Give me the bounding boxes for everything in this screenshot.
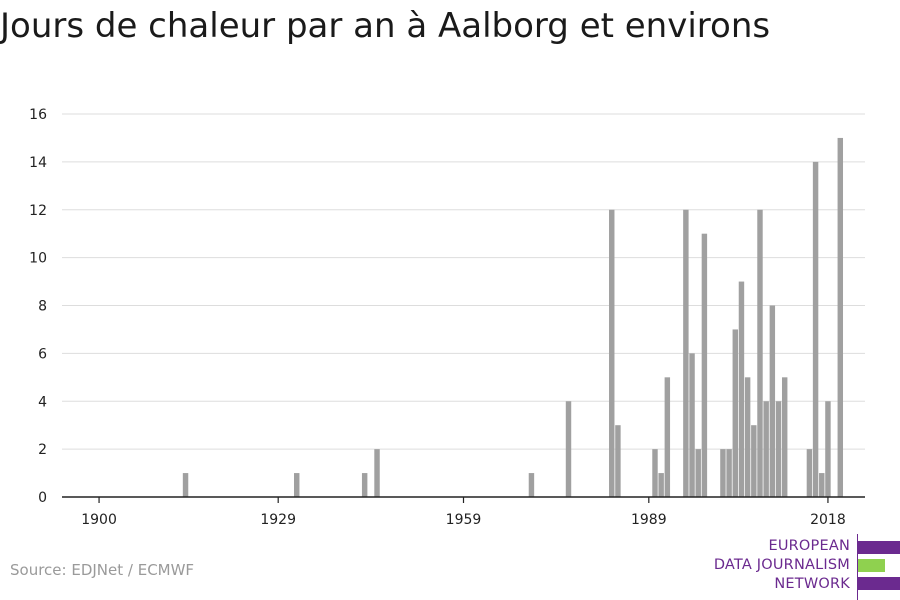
x-tick-label: 1989 xyxy=(631,512,667,528)
bar-2018 xyxy=(825,401,831,497)
bar-2003 xyxy=(732,329,739,497)
y-tick-label: 4 xyxy=(38,394,47,410)
bar-2005 xyxy=(744,377,751,497)
logo-line-1: EUROPEAN xyxy=(768,538,850,554)
bar-1995 xyxy=(683,209,689,497)
edjnet-logo: EUROPEAN DATA JOURNALISM NETWORK xyxy=(700,534,900,600)
x-axis-labels: 1900 1929 1959 1989 2018 xyxy=(81,512,846,528)
y-tick-label: 16 xyxy=(29,107,47,123)
y-axis-labels: 0 2 4 6 8 10 12 14 16 xyxy=(29,107,47,506)
y-tick-label: 12 xyxy=(29,203,47,219)
bars xyxy=(182,137,844,497)
bar-1992 xyxy=(664,377,671,497)
logo-bar-2 xyxy=(858,559,885,572)
logo-divider xyxy=(857,534,858,600)
bar-1996 xyxy=(689,353,695,497)
bar-1983 xyxy=(609,209,615,497)
y-tick-label: 6 xyxy=(38,346,47,362)
bar-1943 xyxy=(361,473,368,497)
bar-1914 xyxy=(182,473,189,497)
bar-2016 xyxy=(812,161,819,497)
logo-line-3: NETWORK xyxy=(774,576,850,592)
bar-2008 xyxy=(763,401,769,497)
x-tick-label: 1959 xyxy=(446,512,482,528)
bar-2009 xyxy=(769,305,776,497)
bar-2004 xyxy=(738,281,745,497)
bar-2011 xyxy=(781,377,788,497)
x-tick-label: 2018 xyxy=(810,512,846,528)
bar-2017 xyxy=(819,473,825,497)
axes xyxy=(62,496,865,503)
bar-1998 xyxy=(701,233,708,497)
y-tick-label: 8 xyxy=(38,299,47,315)
bar-2006 xyxy=(751,425,757,497)
bar-2020 xyxy=(837,137,844,497)
chart-title: Jours de chaleur par an à Aalborg et env… xyxy=(0,6,771,46)
bar-1990 xyxy=(652,449,658,497)
bar-2007 xyxy=(757,209,763,497)
x-tick-label: 1900 xyxy=(81,512,117,528)
bar-1984 xyxy=(615,425,621,497)
y-tick-label: 0 xyxy=(38,490,47,506)
bar-1970 xyxy=(528,473,535,497)
bar-1997 xyxy=(695,449,701,497)
y-tick-label: 14 xyxy=(29,155,47,171)
bar-2001 xyxy=(720,449,726,497)
bar-2002 xyxy=(726,449,732,497)
bar-1932 xyxy=(294,473,300,497)
bar-2010 xyxy=(775,401,782,497)
logo-line-2: DATA JOURNALISM xyxy=(713,557,850,573)
source-note: Source: EDJNet / ECMWF xyxy=(10,561,195,579)
bar-1945 xyxy=(374,449,380,497)
bar-1991 xyxy=(658,473,664,497)
bar-1976 xyxy=(565,401,572,497)
logo-bar-1 xyxy=(858,541,900,554)
y-tick-label: 10 xyxy=(29,251,47,267)
bar-2015 xyxy=(806,449,813,497)
grid-lines xyxy=(62,113,865,450)
x-tick-label: 1929 xyxy=(260,512,296,528)
y-tick-label: 2 xyxy=(38,442,47,458)
logo-bar-3 xyxy=(858,577,900,590)
